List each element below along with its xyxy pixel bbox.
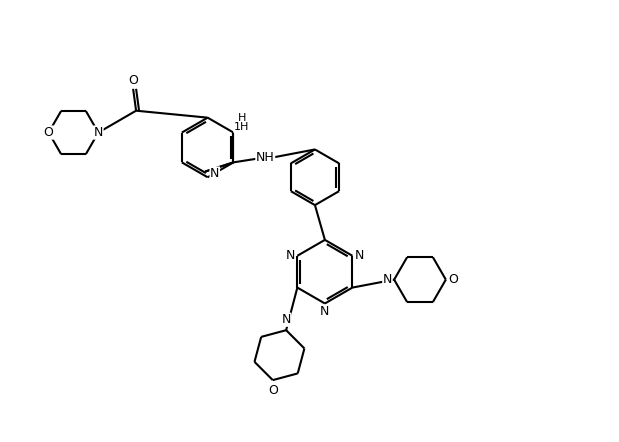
Text: N: N	[286, 249, 295, 262]
Text: N: N	[282, 313, 291, 326]
Text: N: N	[383, 273, 392, 286]
Text: N: N	[320, 305, 329, 319]
Text: N: N	[355, 249, 364, 262]
Text: NH: NH	[256, 151, 275, 164]
Text: O: O	[128, 74, 138, 88]
Text: 1H: 1H	[234, 122, 249, 132]
Text: N: N	[93, 126, 103, 139]
Text: N: N	[210, 167, 220, 180]
Text: H: H	[238, 113, 246, 122]
Text: O: O	[268, 384, 278, 397]
Text: O: O	[44, 126, 54, 139]
Text: O: O	[448, 273, 457, 286]
